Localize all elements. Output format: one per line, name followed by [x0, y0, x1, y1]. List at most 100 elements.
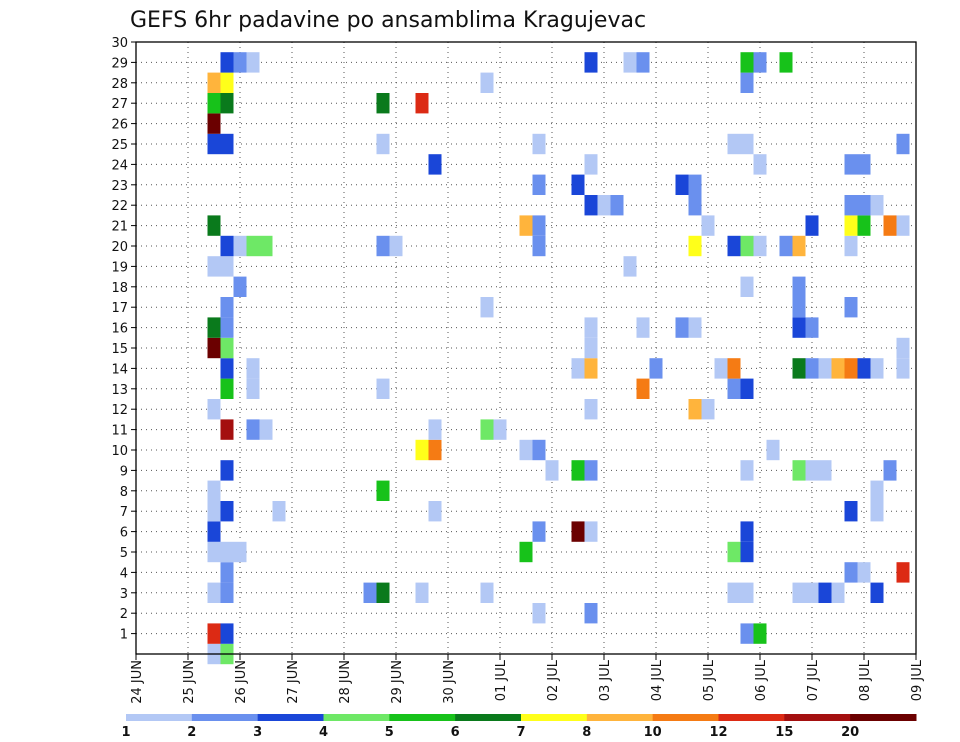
colorbar-label: 15 — [775, 725, 793, 740]
heatmap-cell — [220, 337, 234, 359]
x-tick-label: 03 JUL — [598, 659, 613, 701]
heatmap-cell — [220, 378, 234, 399]
heatmap-cell — [688, 399, 702, 420]
heatmap-cell — [844, 501, 858, 522]
heatmap-cell — [363, 582, 377, 603]
heatmap-cell — [584, 195, 598, 216]
heatmap-cell — [883, 215, 897, 236]
heatmap-cell — [805, 358, 819, 379]
heatmap-cell — [779, 52, 793, 73]
heatmap-cell — [220, 460, 234, 481]
heatmap-cell — [493, 419, 507, 440]
heatmap-cell — [259, 419, 273, 440]
heatmap-cell — [740, 460, 754, 481]
heatmap-cell — [532, 174, 546, 195]
heatmap-cell — [792, 297, 806, 318]
x-tick-label: 05 JUL — [702, 659, 717, 701]
heatmap-cell — [584, 460, 598, 481]
colorbar-label: 1 — [121, 725, 130, 740]
heatmap-cell — [688, 174, 702, 195]
heatmap-cell — [415, 93, 429, 114]
y-axis: 1234567891011121314151617181920212223242… — [111, 36, 136, 643]
heatmap-cell — [428, 439, 442, 461]
heatmap-cell — [207, 133, 221, 155]
heatmap-cell — [220, 623, 234, 644]
heatmap-cell — [818, 582, 832, 603]
heatmap-cell — [818, 460, 832, 481]
x-tick-label: 26 JUN — [234, 660, 249, 704]
heatmap-cell — [584, 603, 598, 624]
y-tick-label: 23 — [111, 179, 128, 194]
heatmap-cell — [753, 623, 767, 644]
heatmap-cell — [727, 133, 741, 155]
heatmap-cell — [480, 419, 494, 440]
heatmap-cell — [896, 215, 910, 236]
heatmap-cell — [844, 215, 858, 236]
heatmap-cell — [740, 378, 754, 399]
heatmap-cell — [207, 93, 221, 114]
heatmap-cell — [220, 582, 234, 603]
heatmap-cell — [584, 521, 598, 542]
heatmap-cell — [519, 541, 533, 563]
heatmap-cell — [805, 215, 819, 236]
colorbar-label: 8 — [582, 725, 591, 740]
heatmap-cell — [792, 276, 806, 297]
heatmap-cell — [207, 256, 221, 277]
heatmap-cell — [233, 235, 247, 257]
y-tick-label: 20 — [111, 240, 128, 255]
heatmap-cell — [896, 337, 910, 359]
heatmap-cell — [844, 235, 858, 257]
x-tick-label: 24 JUN — [130, 660, 145, 704]
heatmap-cell — [220, 501, 234, 522]
colorbar-swatch — [784, 714, 851, 721]
heatmap-cell — [220, 419, 234, 440]
heatmap-cell — [584, 337, 598, 359]
heatmap-cell — [207, 113, 221, 134]
y-tick-label: 27 — [111, 97, 128, 112]
heatmap-cell — [597, 195, 611, 216]
heatmap-cell — [883, 460, 897, 481]
heatmap-cell — [220, 297, 234, 318]
heatmap-cell — [246, 378, 260, 399]
heatmap-cell — [233, 541, 247, 563]
heatmap-cell — [870, 480, 884, 501]
heatmap-cell — [740, 521, 754, 542]
heatmap-cell — [532, 439, 546, 461]
chart-title: GEFS 6hr padavine po ansamblima Kragujev… — [130, 8, 646, 33]
y-tick-label: 22 — [111, 199, 128, 214]
heatmap-cell — [428, 419, 442, 440]
heatmap-cell — [207, 501, 221, 522]
heatmap-cell — [207, 72, 221, 93]
heatmap-cell — [532, 215, 546, 236]
heatmap-cell — [519, 215, 533, 236]
y-tick-label: 30 — [111, 36, 128, 51]
heatmap-cell — [792, 582, 806, 603]
y-tick-label: 1 — [120, 628, 128, 643]
heatmap-cell — [207, 215, 221, 236]
heatmap-cell — [610, 195, 624, 216]
heatmap-cell — [688, 235, 702, 257]
heatmap-cell — [207, 521, 221, 542]
heatmap-cell — [233, 52, 247, 73]
heatmap-cell — [415, 582, 429, 603]
heatmap-cell — [207, 480, 221, 501]
heatmap-cell — [714, 358, 728, 379]
heatmap-cell — [376, 378, 390, 399]
heatmap-cell — [805, 317, 819, 338]
heatmap-cell — [675, 174, 689, 195]
heatmap-cell — [584, 52, 598, 73]
x-tick-label: 09 JUL — [910, 659, 925, 701]
y-tick-label: 15 — [111, 342, 128, 357]
heatmap-cell — [220, 93, 234, 114]
heatmap-cell — [246, 235, 260, 257]
heatmap-cell — [857, 358, 871, 379]
colorbar-swatch — [257, 714, 324, 721]
heatmap-cell — [857, 195, 871, 216]
y-tick-label: 14 — [111, 362, 128, 377]
heatmap-cell — [727, 378, 741, 399]
heatmap-cell — [805, 582, 819, 603]
colorbar-swatch — [191, 714, 259, 721]
heatmap-cell — [376, 133, 390, 155]
y-tick-label: 10 — [111, 444, 128, 459]
heatmap-cell — [220, 541, 234, 563]
